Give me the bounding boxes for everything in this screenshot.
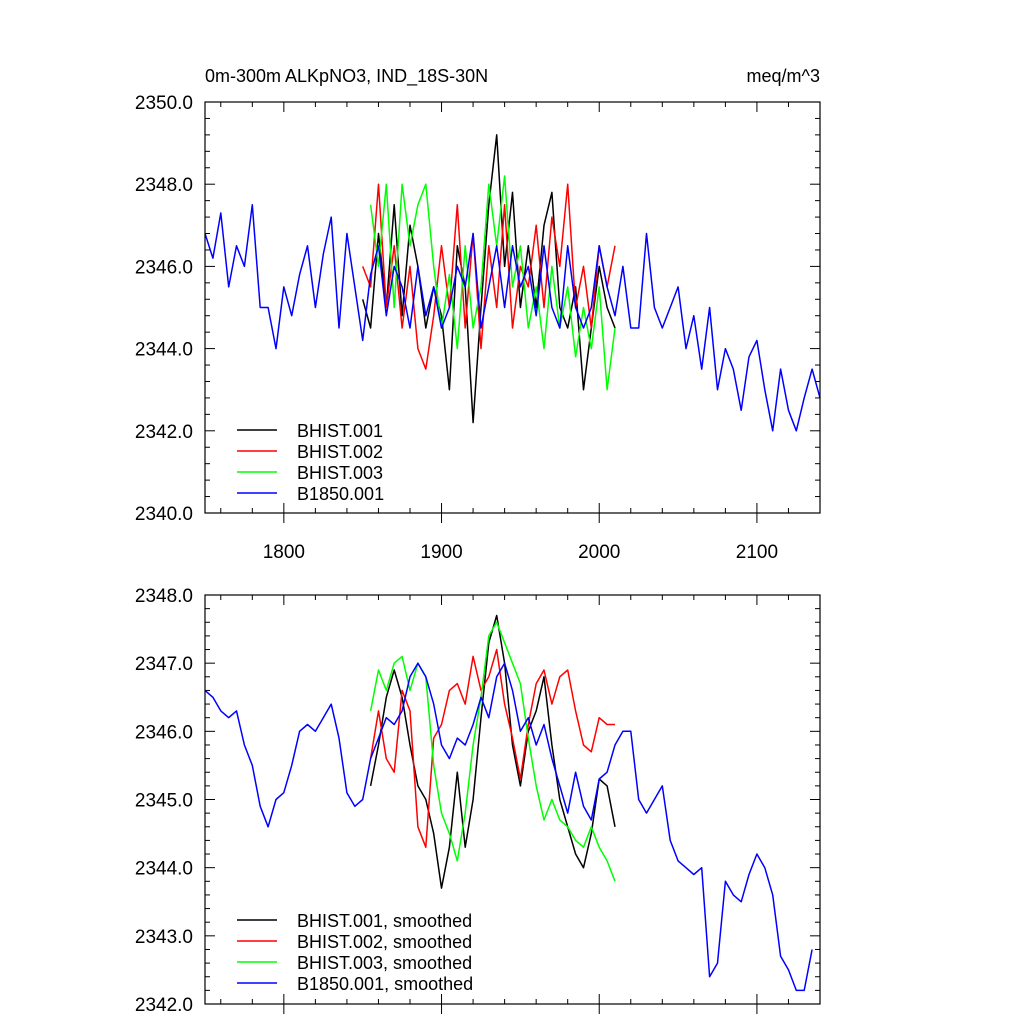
top-x-axis: 1800 1900 2000 2100 [220,102,821,563]
y-tick-label: 2348.0 [135,175,193,196]
top-plot-frame [204,101,821,514]
bottom-series-group [204,614,813,992]
y-tick-label: 2348.0 [135,586,193,607]
y-tick-label: 2342.0 [135,422,193,443]
series-line [204,204,821,432]
y-tick-label: 2350.0 [135,93,193,114]
legend-label: BHIST.001, smoothed [297,911,472,931]
y-tick-label: 2347.0 [135,654,193,675]
series-line [361,134,616,424]
series-line [369,621,616,882]
legend-label: BHIST.002 [297,442,383,462]
top-y-axis: 2340.0 2342.0 2344.0 2346.0 2348.0 2350.0 [135,93,820,525]
bottom-x-axis [220,595,821,1014]
series-line [369,614,616,889]
legend-label: B1850.001, smoothed [297,974,473,994]
legend-label: BHIST.002, smoothed [297,932,472,952]
y-tick-label: 2342.0 [135,995,193,1016]
bottom-line-chart: 2342.0 2343.0 2344.0 2345.0 2346.0 2347.0 2348… [135,586,821,1016]
legend-label: B1850.001 [297,484,384,504]
x-tick-label: 1800 [263,542,305,563]
y-tick-label: 2343.0 [135,927,193,948]
legend-label: BHIST.001 [297,421,383,441]
x-tick-label: 2100 [736,542,778,563]
top-chart-title: 0m-300m ALKpNO3, IND_18S-30N [205,66,488,87]
series-line [369,648,615,848]
y-tick-label: 2346.0 [135,722,193,743]
bottom-plot-frame [204,594,821,1005]
y-tick-label: 2344.0 [135,340,193,361]
top-chart-units: meq/m^3 [747,66,820,86]
bottom-y-axis: 2342.0 2343.0 2344.0 2345.0 2346.0 2347.0 2348… [135,586,820,1016]
top-series-group [204,134,821,432]
y-tick-label: 2345.0 [135,791,193,812]
series-line [369,175,616,391]
x-tick-label: 2000 [578,542,620,563]
series-line [204,662,813,992]
legend-label: BHIST.003 [297,463,383,483]
y-tick-label: 2346.0 [135,257,193,278]
y-tick-label: 2340.0 [135,504,193,525]
top-line-chart: 0m-300m ALKpNO3, IND_18S-30N meq/m^3 234… [135,66,821,563]
series-line [362,183,616,370]
x-tick-label: 1900 [420,542,462,563]
y-tick-label: 2344.0 [135,859,193,880]
legend-label: BHIST.003, smoothed [297,953,472,973]
